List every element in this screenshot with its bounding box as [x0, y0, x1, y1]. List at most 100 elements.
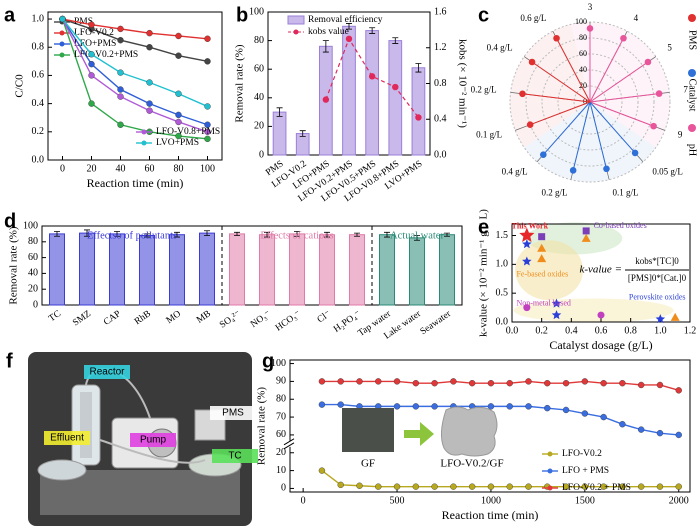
bar	[411, 67, 426, 156]
value-ray	[556, 38, 591, 103]
reactor-core	[80, 392, 92, 458]
point	[204, 121, 211, 128]
photo-label: TC	[228, 451, 241, 462]
bar	[349, 234, 365, 306]
legend-marker	[688, 14, 696, 22]
radial-grid	[557, 69, 623, 135]
point	[487, 483, 495, 490]
x-axis-label: Reaction time (min)	[442, 508, 539, 522]
value-ray	[531, 61, 591, 103]
value-ray	[589, 101, 654, 127]
y-tick-label: 20	[276, 447, 286, 458]
point	[88, 72, 95, 79]
point	[519, 90, 526, 98]
point	[146, 44, 153, 51]
legend-label: kobs value	[308, 27, 349, 37]
x-tick-label: 0	[301, 495, 306, 506]
legend-label: LFO-V0.8+PMS	[156, 127, 220, 137]
point	[393, 378, 401, 385]
y-tick-label: 100	[271, 358, 286, 369]
axis-label: 0.2 g/L	[542, 187, 568, 197]
label-tag	[84, 365, 130, 379]
x-tick-label: 0.8	[624, 325, 637, 336]
panel-letter: b	[236, 4, 248, 26]
error-bar	[84, 229, 90, 237]
point	[675, 483, 682, 490]
point	[644, 58, 652, 66]
point	[415, 114, 422, 121]
bar	[109, 233, 125, 306]
point	[345, 35, 353, 43]
x-tick-label: 100	[200, 163, 215, 174]
x-tick-label: 0.6	[595, 325, 608, 336]
point	[582, 227, 590, 235]
series-label: Co-based oxides	[594, 221, 647, 230]
point	[175, 32, 182, 40]
point	[468, 483, 476, 490]
point	[431, 403, 438, 410]
legend-marker	[547, 468, 553, 474]
y-tick-label: 0	[259, 149, 264, 160]
point	[581, 233, 591, 242]
point	[337, 401, 344, 408]
x-tick-label: 20	[87, 163, 97, 174]
legend-marker	[688, 69, 696, 77]
value-ray	[589, 93, 660, 103]
error-bar	[294, 231, 300, 237]
point	[551, 310, 562, 320]
y-tick-label: 1.5	[496, 230, 509, 241]
point	[675, 387, 682, 394]
error-bar	[144, 233, 150, 238]
x-axis-label: Reaction time (min)	[87, 176, 184, 190]
point	[523, 304, 531, 312]
y-tick-label: 20	[254, 121, 264, 132]
point	[656, 429, 664, 437]
bar	[139, 234, 155, 306]
x-tick-label: 500	[390, 495, 405, 506]
y-tick-label: 0	[33, 299, 38, 310]
legend-marker	[141, 140, 147, 146]
axis-label: 9	[678, 129, 683, 139]
plot-frame	[289, 359, 691, 493]
axis-label: 0.6 g/L	[520, 13, 546, 23]
legend-label: LFO+PMS	[74, 39, 116, 49]
point	[393, 403, 401, 410]
point	[586, 25, 594, 32]
point	[525, 403, 532, 410]
point	[600, 379, 607, 387]
series-line	[61, 18, 208, 126]
axis-label: 0.05 g/L	[652, 166, 683, 176]
inset-label: LFO-V0.2/GF	[440, 458, 503, 470]
error-bar	[384, 231, 390, 238]
bar	[289, 233, 305, 306]
x-tick-label: 2000	[669, 495, 689, 506]
point	[117, 25, 124, 33]
label-tag	[44, 431, 90, 445]
point	[631, 149, 639, 157]
region	[515, 240, 584, 301]
series-label: Non-metal based	[516, 298, 570, 307]
legend-label: LFO-V0.2 + PMS	[562, 483, 631, 493]
point	[146, 100, 153, 107]
legend-label: PMS	[687, 30, 698, 50]
axis-break	[283, 438, 295, 450]
point	[204, 128, 211, 136]
point	[670, 312, 680, 321]
radial-grid	[573, 85, 607, 119]
point	[450, 378, 457, 385]
sector	[524, 102, 656, 182]
label-tag	[212, 449, 258, 463]
point	[117, 121, 124, 128]
x-tick-label: 0.0	[506, 325, 519, 336]
bar	[379, 234, 395, 306]
point	[412, 483, 420, 490]
bar	[199, 232, 215, 306]
formula: [PMS]0*[Cat.]0	[628, 273, 687, 283]
bar	[319, 234, 335, 306]
point	[356, 378, 363, 385]
y-tick-label: 0.0	[32, 154, 45, 165]
axis-label: 3	[588, 2, 593, 12]
point	[117, 86, 124, 93]
value-ray	[589, 101, 636, 154]
x-tick-label: 60	[145, 163, 155, 174]
